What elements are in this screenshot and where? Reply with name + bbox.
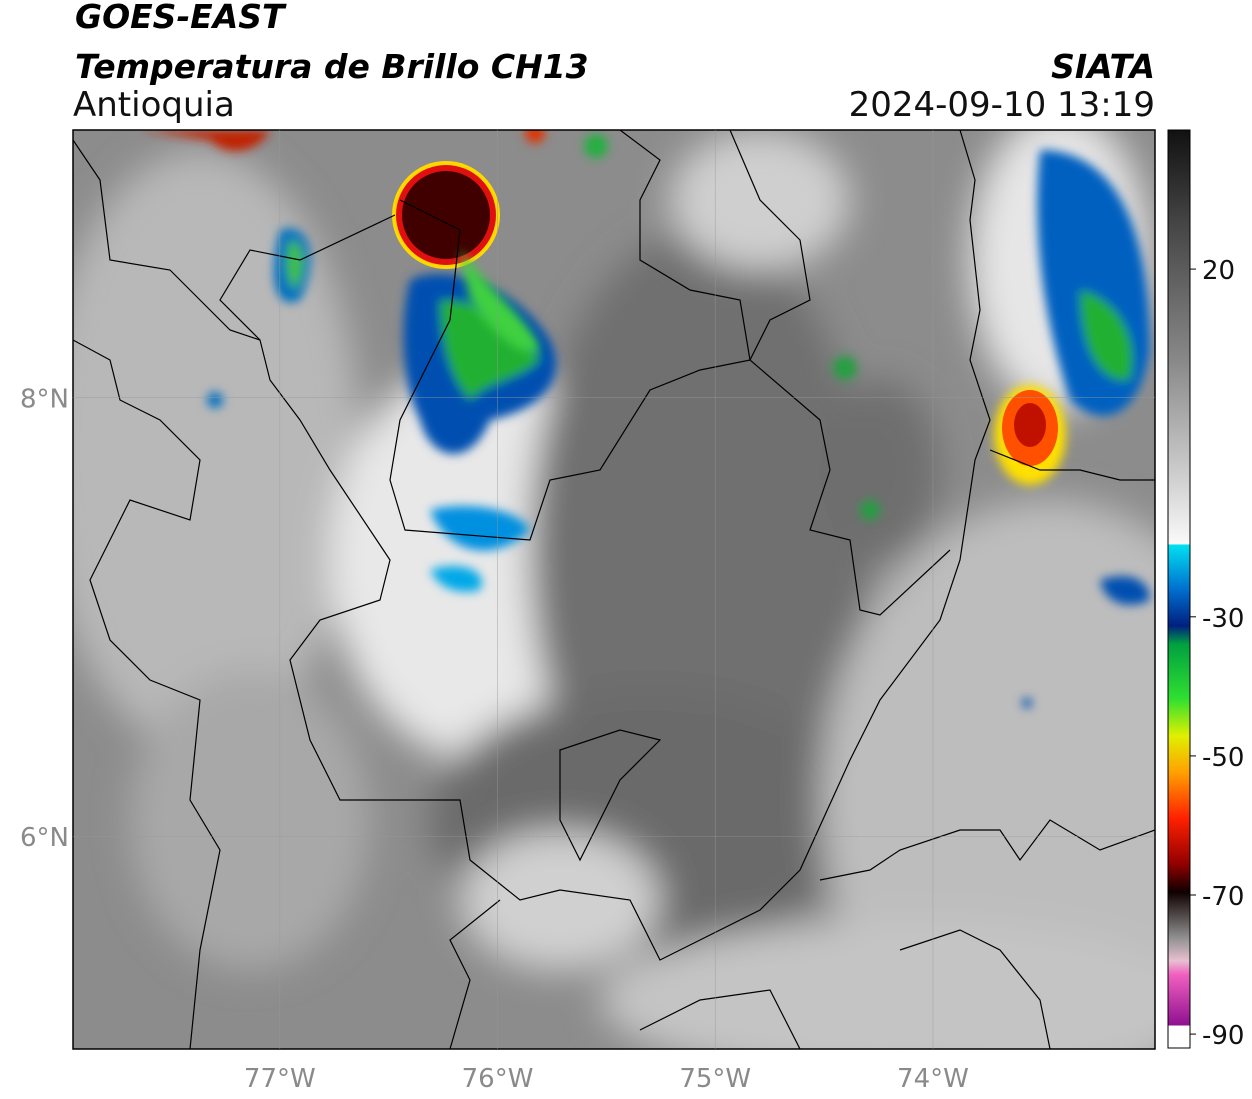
x-tick-label: 77°W bbox=[244, 1064, 316, 1094]
boundaries bbox=[73, 130, 1155, 1049]
colorbar-tick-label: -90 bbox=[1202, 1021, 1244, 1051]
satellite-image bbox=[73, 130, 1155, 1049]
source: SIATA bbox=[1051, 47, 1155, 86]
y-tick-label: 6°N bbox=[20, 823, 69, 853]
colorbar-tick-label: 20 bbox=[1202, 256, 1235, 286]
x-tick-label: 75°W bbox=[679, 1064, 751, 1094]
colorbar bbox=[1167, 129, 1191, 1049]
x-tick-label: 76°W bbox=[462, 1064, 534, 1094]
x-tick-label: 74°W bbox=[897, 1064, 969, 1094]
title-region: Antioquia bbox=[73, 85, 235, 125]
title-product: Temperatura de Brillo CH13 bbox=[75, 47, 589, 86]
datetime: 2024-09-10 13:19 bbox=[849, 85, 1155, 125]
y-tick-label: 8°N bbox=[20, 385, 69, 415]
colorbar-tick-label: -30 bbox=[1202, 604, 1244, 634]
colorbar-tick-label: -50 bbox=[1202, 743, 1244, 773]
title-satellite: GOES-EAST bbox=[75, 0, 287, 36]
map-frame bbox=[72, 129, 1156, 1050]
colorbar-tick-label: -70 bbox=[1202, 882, 1244, 912]
